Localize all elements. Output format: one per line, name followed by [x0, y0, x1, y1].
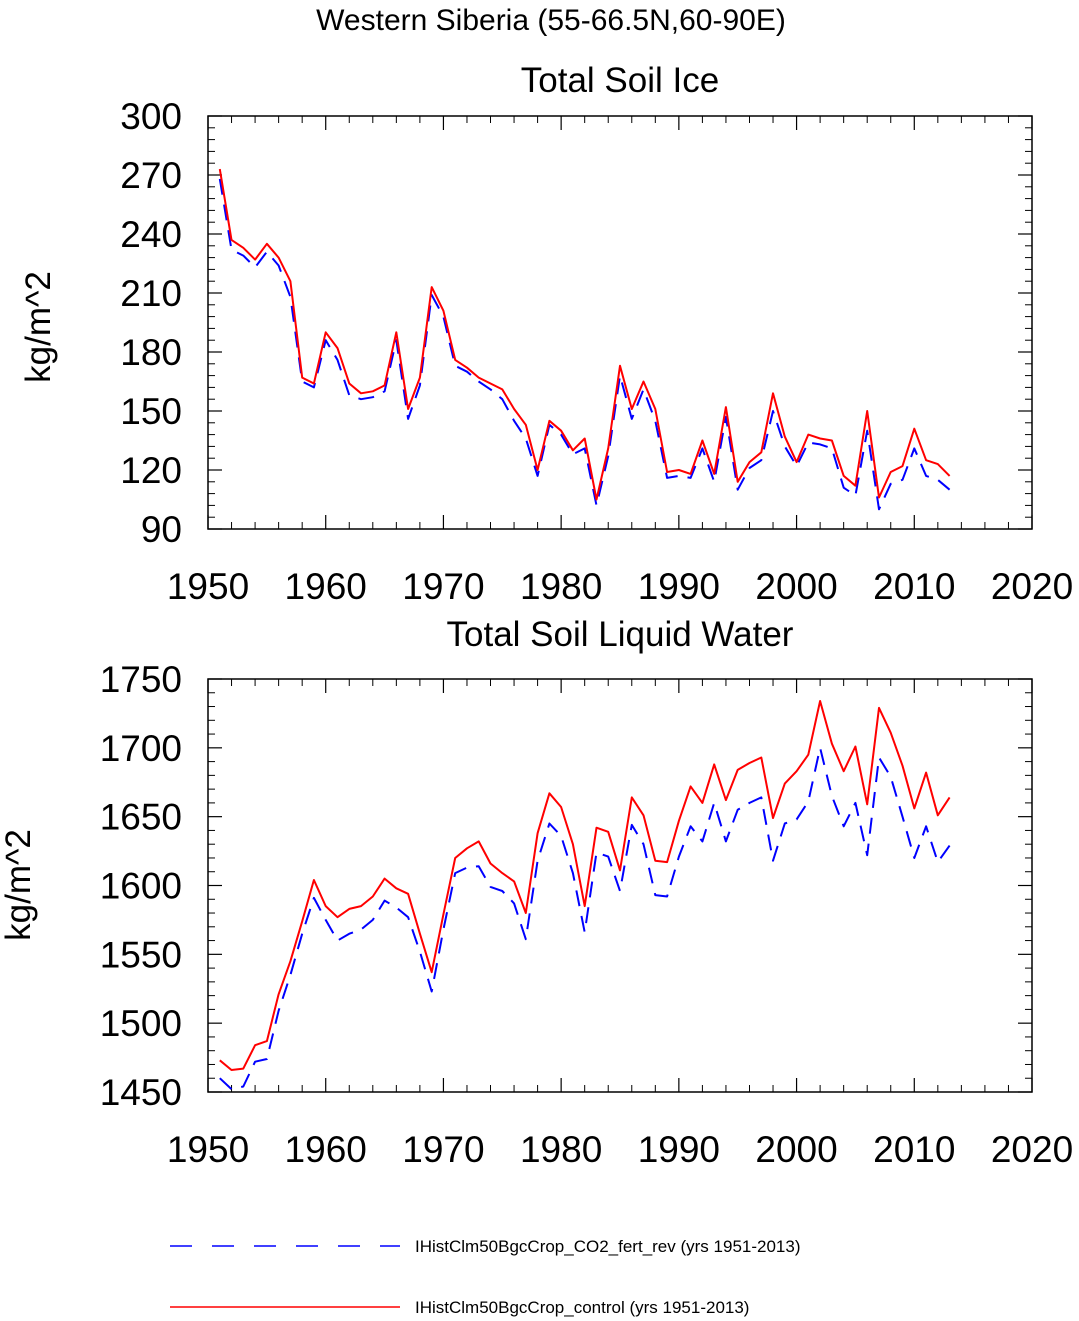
series-line-co2-fert-rev: [218, 178, 951, 511]
panel-title: Total Soil Ice: [521, 61, 719, 100]
axis-ticks: 1950 1960 1970 1980 1990 2000 2010 2020 1450 1500…: [100, 659, 1073, 1170]
x-tick-label: 2010: [873, 566, 955, 607]
x-tick-label: 2020: [991, 1129, 1073, 1170]
series-line-control: [219, 700, 951, 1071]
x-tick-label: 2000: [755, 1129, 837, 1170]
series-layer: [219, 700, 951, 1091]
y-tick-label: 210: [120, 273, 182, 314]
series-line-co2-fert-rev: [219, 746, 951, 1091]
soil-liquid-water-panel: Total Soil Liquid Water kg/m^2 1950 1960 1…: [0, 615, 1073, 1170]
series-line-control: [218, 168, 951, 501]
y-tick-label: 1550: [100, 934, 182, 975]
series-layer: [218, 168, 951, 511]
y-tick-label: 1700: [100, 728, 182, 769]
y-tick-label: 1450: [100, 1072, 182, 1113]
x-tick-label: 1980: [520, 1129, 602, 1170]
x-tick-label: 2000: [755, 566, 837, 607]
x-tick-label: 1970: [402, 566, 484, 607]
x-tick-label: 1980: [520, 566, 602, 607]
y-axis-label: kg/m^2: [0, 829, 38, 941]
x-tick-label: 2010: [873, 1129, 955, 1170]
y-tick-label: 300: [120, 96, 182, 137]
x-tick-label: 1950: [167, 566, 249, 607]
plot-frame: [207, 678, 1033, 1093]
x-tick-label: 2020: [991, 566, 1073, 607]
y-tick-label: 1750: [100, 659, 182, 700]
y-tick-label: 120: [120, 450, 182, 491]
x-tick-label: 1960: [285, 1129, 367, 1170]
y-tick-label: 180: [120, 332, 182, 373]
y-tick-label: 270: [120, 155, 182, 196]
panel-title: Total Soil Liquid Water: [447, 615, 794, 654]
x-tick-label: 1950: [167, 1129, 249, 1170]
y-tick-label: 90: [141, 509, 182, 550]
legend: IHistClm50BgcCrop_CO2_fert_rev (yrs 1951…: [170, 1237, 801, 1317]
y-tick-label: 150: [120, 391, 182, 432]
soil-ice-panel: Total Soil Ice kg/m^2 1950 1960 1970 1980 19…: [19, 61, 1073, 607]
x-tick-label: 1990: [638, 566, 720, 607]
axis-ticks: 1950 1960 1970 1980 1990 2000 2010 2020 90 120 150…: [120, 96, 1073, 607]
plot-frame: [207, 115, 1033, 530]
y-axis-label: kg/m^2: [19, 271, 58, 383]
x-tick-label: 1990: [638, 1129, 720, 1170]
x-tick-label: 1960: [285, 566, 367, 607]
y-tick-label: 1600: [100, 866, 182, 907]
y-tick-label: 1500: [100, 1003, 182, 1044]
figure-title: Western Siberia (55-66.5N,60-90E): [316, 4, 786, 37]
legend-label: IHistClm50BgcCrop_control (yrs 1951-2013…: [415, 1298, 749, 1317]
y-tick-label: 1650: [100, 797, 182, 838]
x-tick-label: 1970: [402, 1129, 484, 1170]
legend-label: IHistClm50BgcCrop_CO2_fert_rev (yrs 1951…: [415, 1237, 801, 1256]
y-tick-label: 240: [120, 214, 182, 255]
